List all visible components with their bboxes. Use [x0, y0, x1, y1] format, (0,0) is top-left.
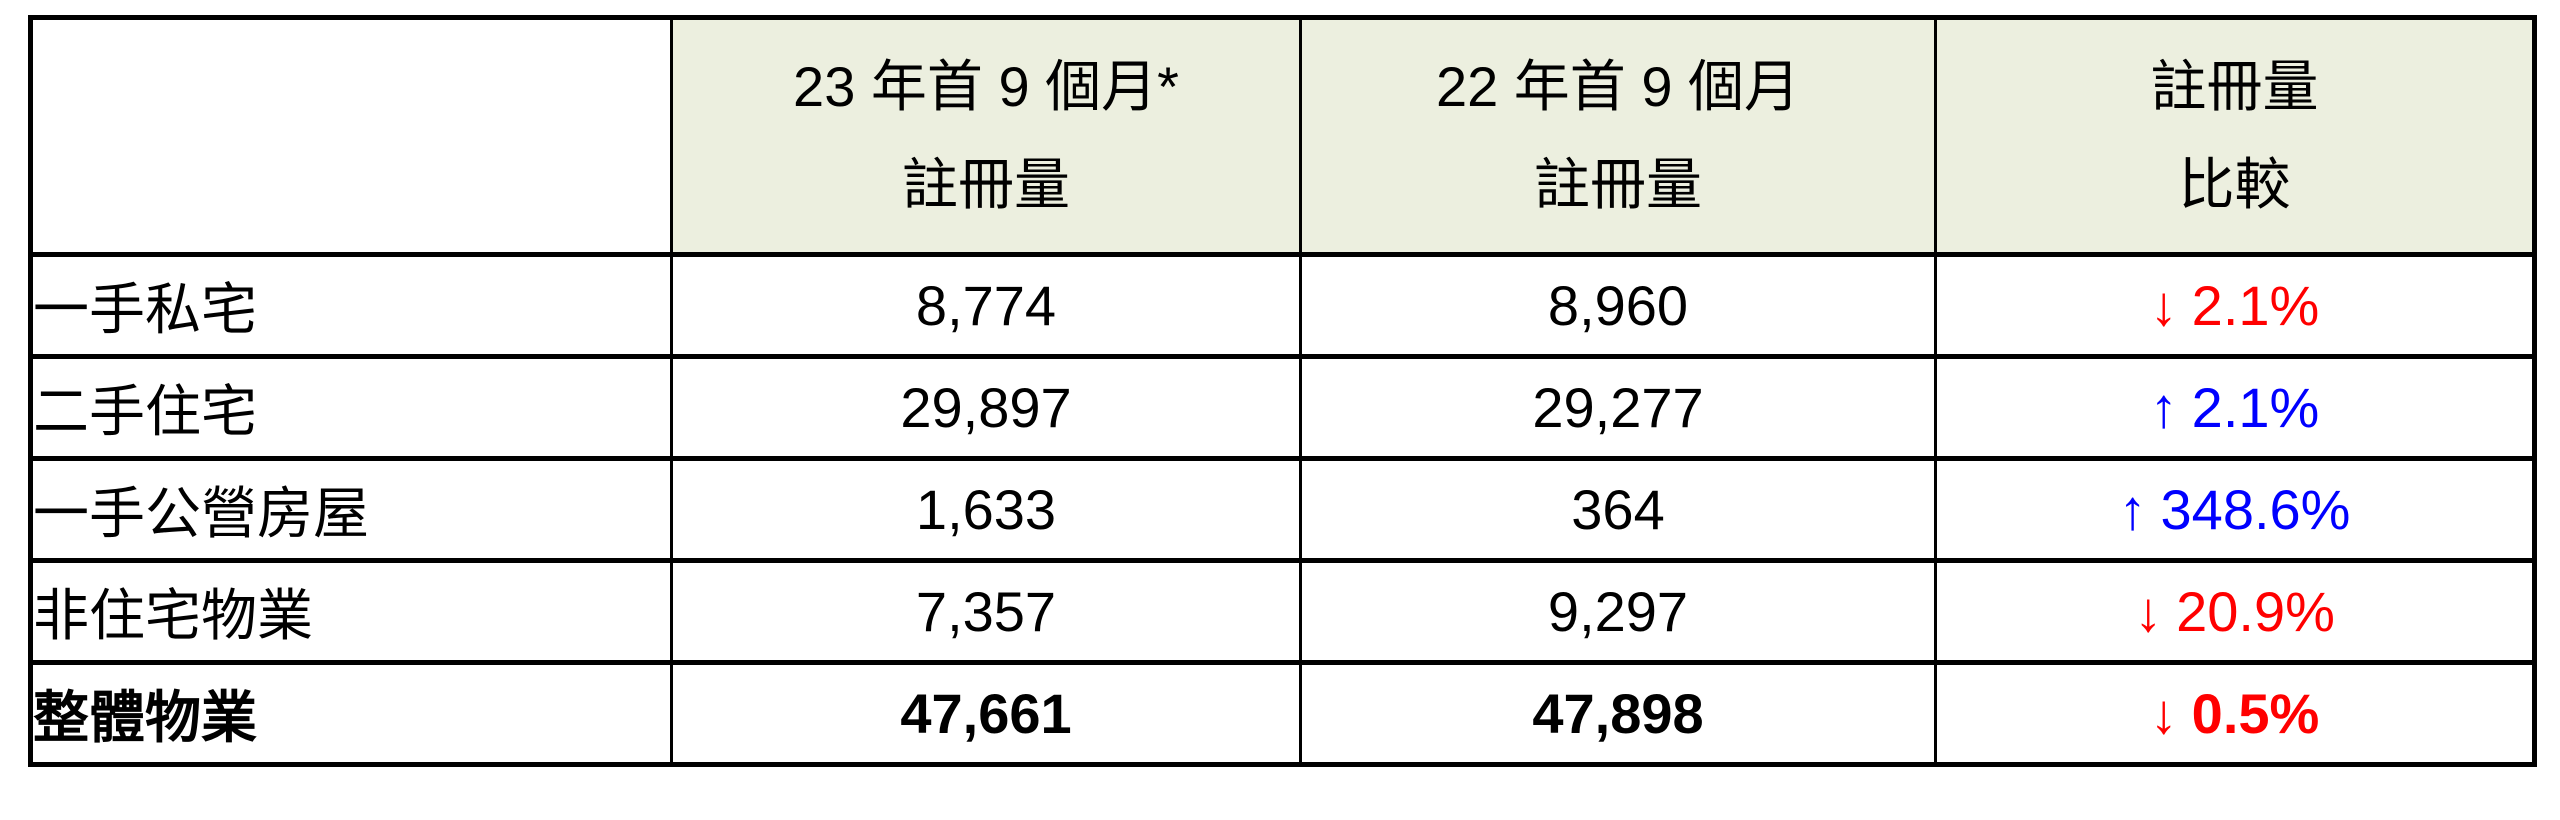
change-cell: ↑ 348.6%	[1934, 456, 2536, 563]
category-cell: 一手公營房屋	[29, 456, 673, 563]
value-2022-cell: 9,297	[1299, 558, 1937, 665]
header-cell-empty	[29, 15, 673, 257]
value-2023-cell: 1,633	[670, 456, 1302, 563]
change-value: 348.6%	[2160, 478, 2351, 541]
table-header-row: 23 年首 9 個月* 註冊量 22 年首 9 個月 註冊量 註冊量 比較	[29, 15, 2536, 257]
registrations-table: 23 年首 9 個月* 註冊量 22 年首 9 個月 註冊量 註冊量 比較	[28, 15, 2537, 767]
change-cell: ↓ 2.1%	[1934, 252, 2536, 359]
change-arrow-icon: ↓	[2134, 580, 2163, 643]
value-2022-cell: 364	[1299, 456, 1937, 563]
category-cell: 一手私宅	[29, 252, 673, 359]
value-2023-cell: 8,774	[670, 252, 1302, 359]
value-2022-cell: 8,960	[1299, 252, 1937, 359]
value-2023-cell: 29,897	[670, 354, 1302, 461]
category-cell: 整體物業	[29, 660, 673, 767]
value-2022-cell: 29,277	[1299, 354, 1937, 461]
header-cell-2023: 23 年首 9 個月* 註冊量	[670, 15, 1302, 257]
table-row-non-residential: 非住宅物業 7,357 9,297 ↓ 20.9%	[29, 558, 2536, 665]
change-value: 2.1%	[2191, 274, 2320, 337]
change-cell: ↑ 2.1%	[1934, 354, 2536, 461]
header-2022-line2: 註冊量	[1534, 153, 1702, 217]
change-value: 2.1%	[2191, 376, 2320, 439]
value-2023-cell: 7,357	[670, 558, 1302, 665]
category-cell: 非住宅物業	[29, 558, 673, 665]
value-2023-cell: 47,661	[670, 660, 1302, 767]
change-arrow-icon: ↓	[2149, 682, 2178, 745]
change-arrow-icon: ↑	[2118, 478, 2147, 541]
table-row-second-hand-residential: 二手住宅 29,897 29,277 ↑ 2.1%	[29, 354, 2536, 461]
change-cell: ↓ 0.5%	[1934, 660, 2536, 767]
category-cell: 二手住宅	[29, 354, 673, 461]
header-2023-line1: 23 年首 9 個月*	[793, 55, 1179, 119]
header-cell-change: 註冊量 比較	[1934, 15, 2536, 257]
table-row-first-hand-public: 一手公營房屋 1,633 364 ↑ 348.6%	[29, 456, 2536, 563]
change-cell: ↓ 20.9%	[1934, 558, 2536, 665]
header-cell-2022: 22 年首 9 個月 註冊量	[1299, 15, 1937, 257]
change-value: 20.9%	[2176, 580, 2335, 643]
change-arrow-icon: ↑	[2149, 376, 2178, 439]
change-value: 0.5%	[2191, 682, 2320, 745]
header-change-line1: 註冊量	[2150, 55, 2319, 119]
table-row-overall-total: 整體物業 47,661 47,898 ↓ 0.5%	[29, 660, 2536, 767]
change-arrow-icon: ↓	[2149, 274, 2178, 337]
value-2022-cell: 47,898	[1299, 660, 1937, 767]
header-2022-line1: 22 年首 9 個月	[1435, 55, 1801, 119]
header-2023-line2: 註冊量	[902, 153, 1070, 217]
table-row-first-hand-private: 一手私宅 8,774 8,960 ↓ 2.1%	[29, 252, 2536, 359]
header-change-line2: 比較	[2178, 153, 2291, 217]
